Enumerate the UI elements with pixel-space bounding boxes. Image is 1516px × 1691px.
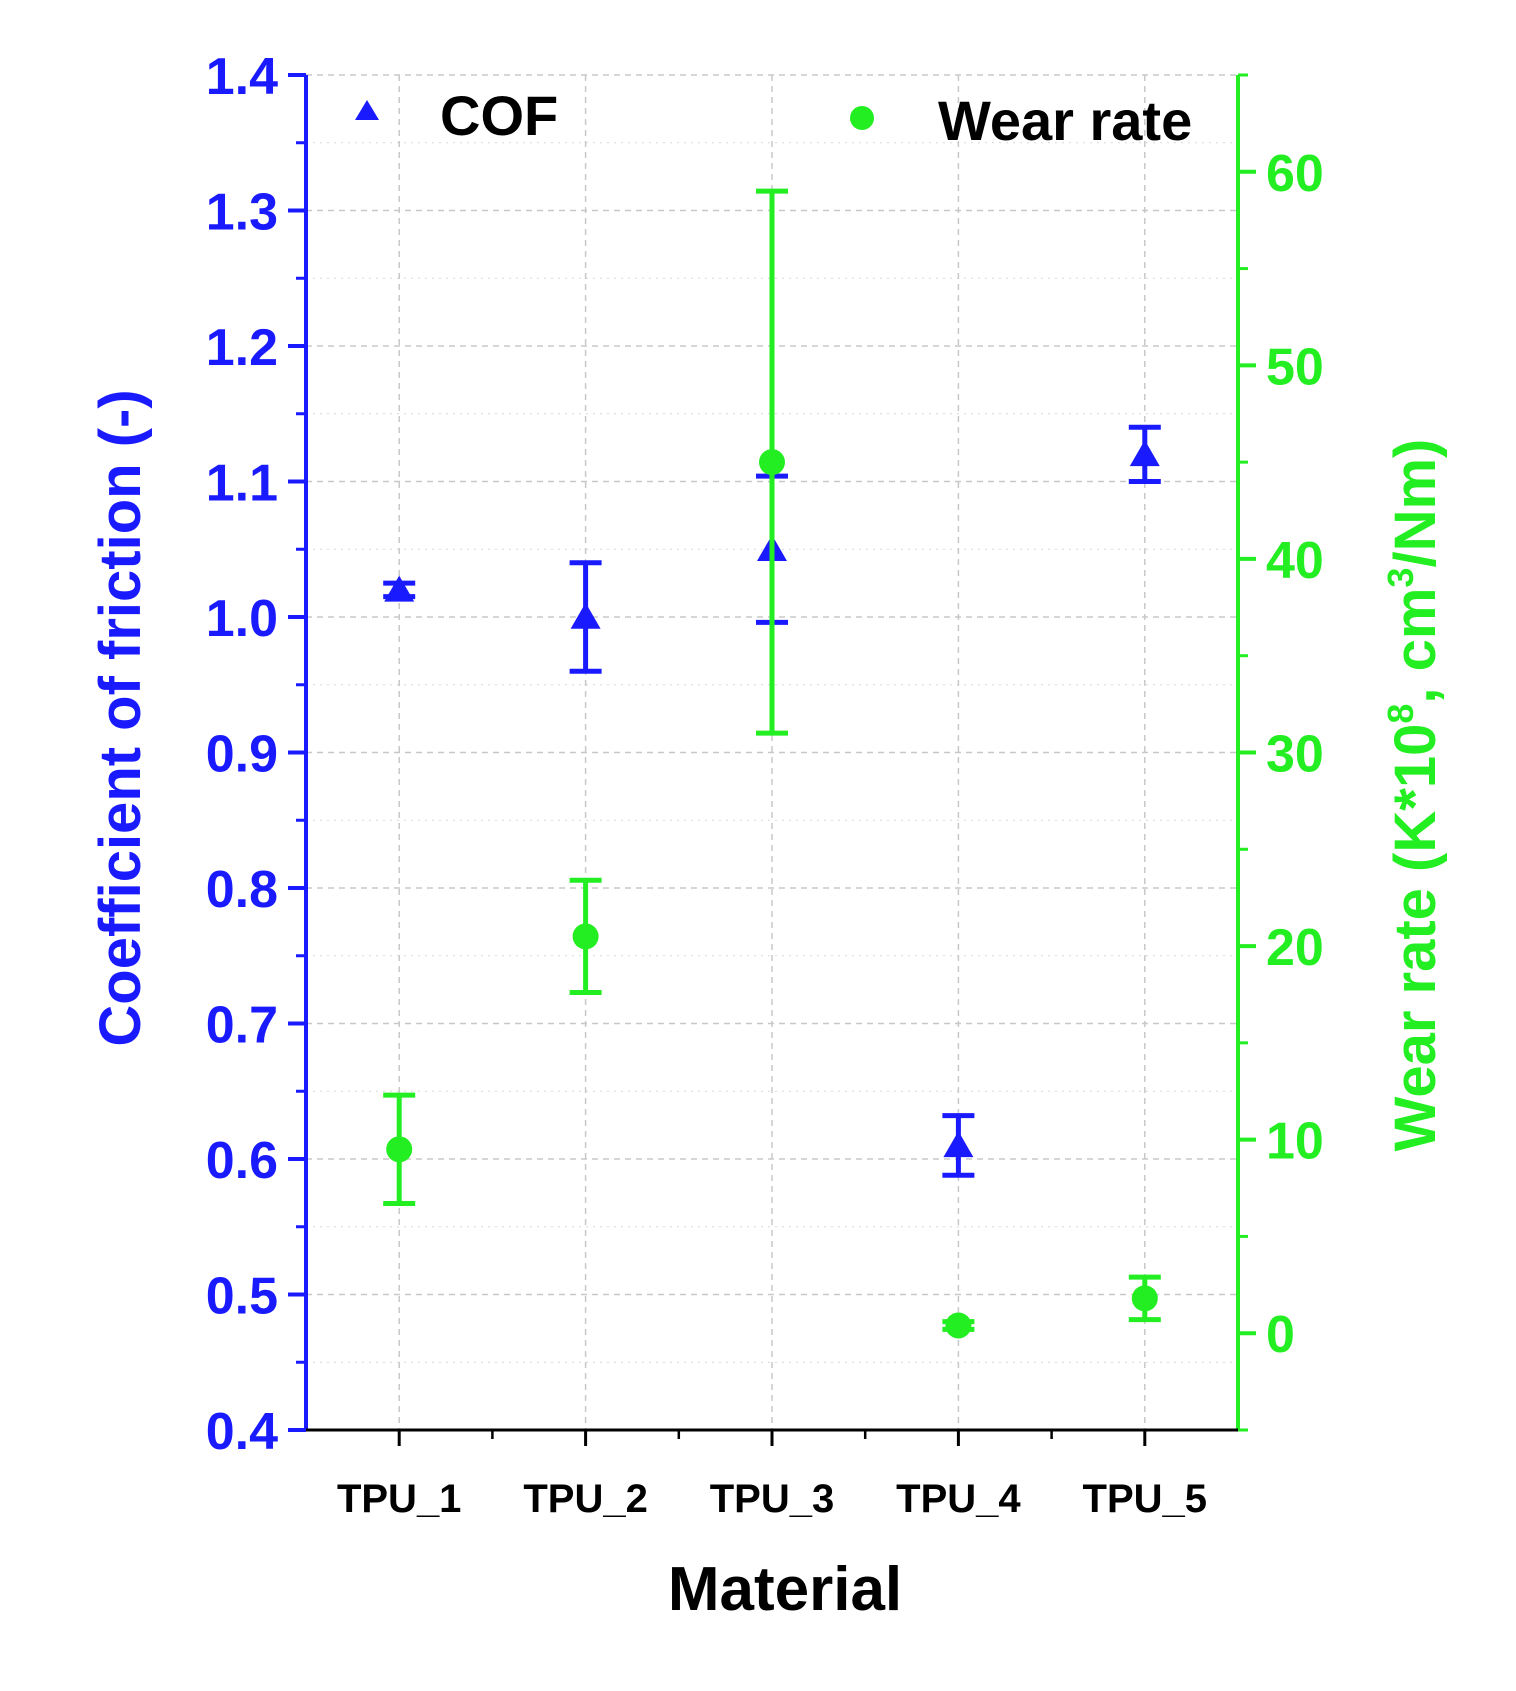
- cof-data-point: [570, 602, 601, 629]
- wear-rate-data-point: [572, 923, 599, 950]
- right-axis-title-sup2: 3: [1380, 568, 1421, 588]
- left-tick-label: 0.5: [206, 1268, 278, 1326]
- cof-data-point: [1129, 440, 1160, 467]
- series-layer: [383, 188, 1161, 1339]
- right-axis-title: Wear rate (K*108, cm3/Nm): [1380, 439, 1448, 1152]
- left-axis-title: Coefficient of friction (-): [88, 389, 153, 1046]
- left-tick-label: 0.6: [206, 1132, 278, 1190]
- right-tick-label: 30: [1266, 726, 1324, 784]
- legend-cof-label: COF: [440, 84, 558, 147]
- cof-data-point: [384, 575, 415, 602]
- wear-rate-data-point: [945, 1312, 972, 1339]
- x-tick-label: TPU_3: [710, 1477, 835, 1521]
- x-tick-label: TPU_2: [523, 1477, 648, 1521]
- x-ticks: TPU_1 TPU_2 TPU_3 TPU_4 TPU_5: [337, 1430, 1207, 1521]
- right-axis-title-sup1: 8: [1380, 704, 1421, 724]
- right-tick-label: 40: [1266, 532, 1324, 590]
- x-tick-label: TPU_4: [896, 1477, 1021, 1521]
- left-tick-label: 0.9: [206, 726, 278, 784]
- x-tick-label: TPU_1: [337, 1477, 462, 1521]
- legend-wear-circle-icon: [850, 106, 874, 130]
- cof-data-point: [943, 1131, 974, 1158]
- left-y-ticks: 0.4 0.5 0.6 0.7 0.8 0.9 1.0 1.1 1.2 1.3 1.4: [206, 48, 306, 1461]
- left-tick-label: 0.4: [206, 1403, 278, 1461]
- x-tick-label: TPU_5: [1083, 1477, 1208, 1521]
- right-tick-label: 0: [1266, 1306, 1295, 1364]
- right-axis-title-part2: , cm: [1383, 588, 1448, 704]
- left-tick-label: 1.2: [206, 319, 278, 377]
- legend: COF Wear rate: [355, 84, 1192, 152]
- left-tick-label: 1.1: [206, 455, 278, 513]
- right-tick-label: 20: [1266, 919, 1324, 977]
- right-tick-label: 10: [1266, 1113, 1324, 1171]
- grid-lines: [306, 74, 1238, 1431]
- wear-rate-data-point: [1131, 1285, 1158, 1312]
- wear-rate-data-point: [759, 449, 785, 476]
- right-axis-title-part3: /Nm): [1383, 439, 1448, 568]
- left-tick-label: 0.7: [206, 997, 278, 1055]
- legend-wear-label: Wear rate: [938, 89, 1192, 152]
- left-tick-label: 1.3: [206, 184, 278, 242]
- wear-rate-data-point: [386, 1136, 413, 1163]
- right-y-ticks: 0 10 20 30 40 50 60: [1238, 73, 1324, 1432]
- left-tick-label: 1.4: [206, 48, 278, 106]
- right-axis-title-part1: Wear rate (K*10: [1383, 724, 1448, 1152]
- right-tick-label: 60: [1266, 145, 1324, 203]
- right-tick-label: 50: [1266, 338, 1324, 396]
- left-tick-label: 0.8: [206, 861, 278, 919]
- legend-cof-triangle-icon: [355, 100, 379, 120]
- left-tick-label: 1.0: [206, 590, 278, 648]
- x-axis-title: Material: [668, 1555, 902, 1624]
